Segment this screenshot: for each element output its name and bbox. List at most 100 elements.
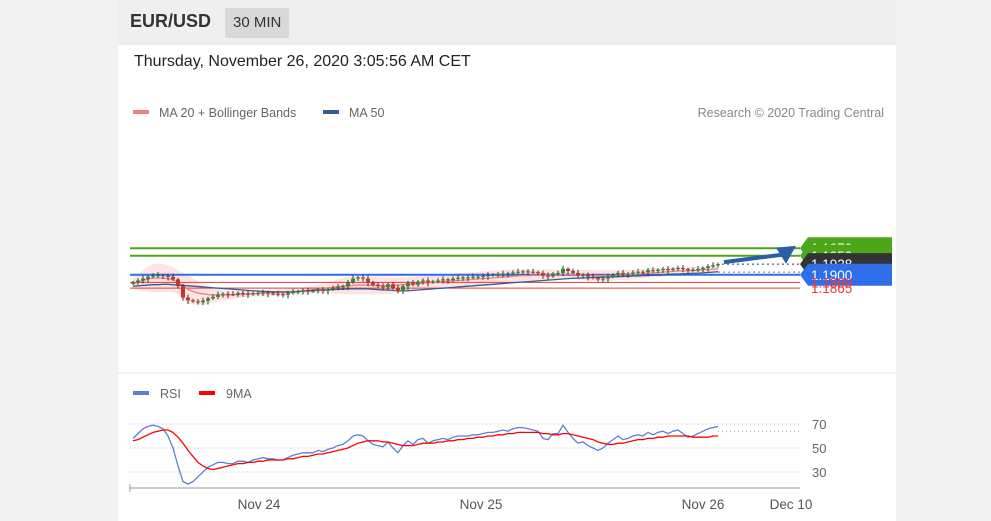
candle-body xyxy=(566,268,570,271)
legend-label: MA 50 xyxy=(349,106,384,120)
candle-body xyxy=(231,294,235,296)
candle-body xyxy=(626,273,630,275)
candle-body xyxy=(246,293,250,295)
candle-body xyxy=(356,277,360,279)
bollinger-band xyxy=(133,263,718,305)
candle-body xyxy=(636,271,640,273)
timeframe-badge[interactable]: 30 MIN xyxy=(225,8,290,38)
candle-body xyxy=(456,277,460,279)
candle-body xyxy=(496,274,500,276)
candle-body xyxy=(506,273,510,275)
candle-body xyxy=(236,293,240,295)
candle-body xyxy=(681,267,685,270)
candle-body xyxy=(441,279,445,281)
candle-body xyxy=(696,269,700,271)
candle-body xyxy=(571,271,575,273)
candle-body xyxy=(181,286,185,298)
candle-body xyxy=(211,296,215,299)
candle-body xyxy=(361,277,365,279)
rsi-tick-label: 70 xyxy=(812,417,826,432)
forecast-arrow-head xyxy=(776,245,796,264)
candle-body xyxy=(421,280,425,282)
candle-body xyxy=(131,282,135,284)
rsi-series-RSI xyxy=(132,423,719,485)
candle-body xyxy=(631,272,635,274)
candle-body xyxy=(241,293,245,295)
rsi-series-9MA xyxy=(132,429,718,471)
candle-body xyxy=(646,270,650,273)
legend-label: MA 20 + Bollinger Bands xyxy=(159,106,296,120)
candle-body xyxy=(686,269,690,271)
candle-body xyxy=(136,280,140,283)
rsi-tick-label: 30 xyxy=(812,465,826,480)
candle-body xyxy=(271,293,275,295)
x-tick-label: Nov 24 xyxy=(238,497,281,512)
candle-body xyxy=(201,300,205,303)
candle-body xyxy=(621,272,625,275)
candle-body xyxy=(711,265,715,267)
timestamp: Thursday, November 26, 2020 3:05:56 AM C… xyxy=(134,53,471,70)
rsi-legend-label: RSI xyxy=(160,387,181,401)
candles xyxy=(131,262,720,306)
candle-body xyxy=(386,284,390,287)
candle-body xyxy=(481,275,485,277)
candle-body xyxy=(171,276,175,280)
candle-body xyxy=(531,271,535,273)
candle-body xyxy=(601,278,605,280)
candle-body xyxy=(431,281,435,283)
candle-body xyxy=(586,274,590,277)
candle-body xyxy=(291,291,295,294)
candle-body xyxy=(351,278,355,283)
candle-body xyxy=(596,277,600,280)
candle-body xyxy=(611,274,615,277)
price-tag-label: 1.1900 xyxy=(811,268,852,283)
candle-body xyxy=(536,272,540,274)
candle-body xyxy=(371,282,375,285)
candle-body xyxy=(436,280,440,282)
candle-body xyxy=(691,269,695,271)
candle-body xyxy=(311,291,315,293)
candle-body xyxy=(706,266,710,268)
price-legend: MA 20 + Bollinger Bands MA 50 xyxy=(133,106,384,120)
rsi-legend-swatch xyxy=(133,391,149,395)
candle-body xyxy=(551,273,555,277)
candle-body xyxy=(286,293,290,295)
candle-body xyxy=(276,293,280,295)
legend-swatch xyxy=(323,110,339,114)
candle-body xyxy=(451,278,455,281)
level-label: 1.1880 xyxy=(811,275,852,290)
candle-body xyxy=(511,272,515,274)
candle-body xyxy=(486,275,490,277)
candle-body xyxy=(561,268,565,273)
candle-body xyxy=(306,290,310,292)
copyright: Research © 2020 Trading Central xyxy=(698,106,884,120)
candle-body xyxy=(471,276,475,278)
candle-body xyxy=(521,271,525,273)
candle-body xyxy=(476,276,480,278)
candle-body xyxy=(581,274,585,276)
candle-body xyxy=(576,272,580,276)
candle-body xyxy=(141,278,145,281)
candle-body xyxy=(176,279,180,287)
candle-body xyxy=(156,275,160,277)
candle-body xyxy=(641,271,645,273)
candle-body xyxy=(216,294,220,297)
candle-body xyxy=(651,270,655,272)
candle-body xyxy=(491,274,495,276)
candle-body xyxy=(406,283,410,287)
ma20-line xyxy=(132,268,719,296)
candle-body xyxy=(266,292,270,294)
candle-body xyxy=(251,293,255,295)
price-tag-shape xyxy=(800,263,892,286)
candle-body xyxy=(321,290,325,291)
candle-body xyxy=(166,275,170,277)
candle-body xyxy=(326,289,330,291)
candle-body xyxy=(331,288,335,290)
candle-body xyxy=(676,267,680,269)
candle-body xyxy=(226,293,230,295)
candle-body xyxy=(151,275,155,277)
candle-body xyxy=(606,276,610,279)
rsi-tick-label: 50 xyxy=(812,441,826,456)
candle-body xyxy=(416,281,420,285)
candle-body xyxy=(661,269,665,271)
